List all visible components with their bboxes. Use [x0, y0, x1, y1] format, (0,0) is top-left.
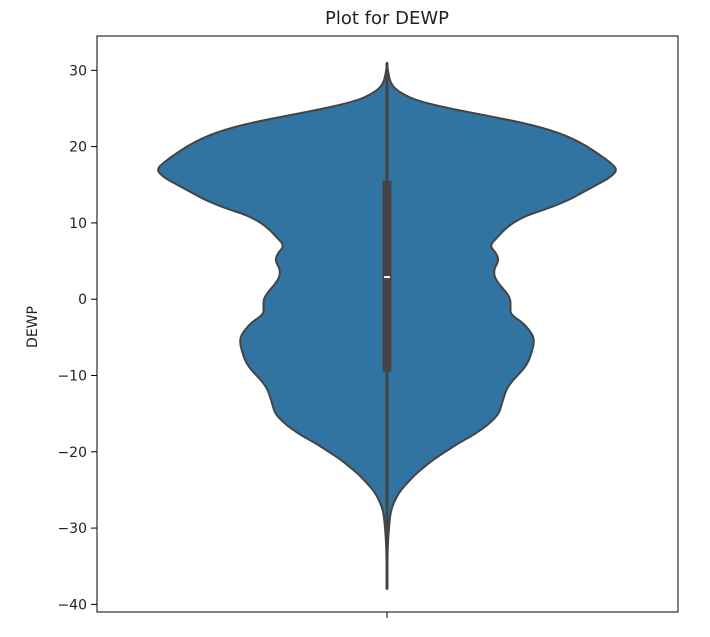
- y-tick-label: 0: [78, 292, 87, 308]
- y-tick-label: −40: [57, 597, 87, 613]
- y-tick-label: −30: [57, 521, 87, 537]
- y-tick-label: 20: [69, 140, 87, 156]
- box-layer: [382, 62, 392, 590]
- y-axis: 30 20 10 0 −10 −20 −30 −40: [57, 63, 97, 613]
- y-axis-label: DEWP: [25, 306, 41, 348]
- y-tick-label: −20: [57, 445, 87, 461]
- y-tick-label: 30: [69, 63, 87, 79]
- y-tick-label: 10: [69, 216, 87, 232]
- plot-area: [96, 35, 679, 613]
- y-tick-label: −10: [57, 368, 87, 384]
- chart-title: Plot for DEWP: [325, 8, 449, 29]
